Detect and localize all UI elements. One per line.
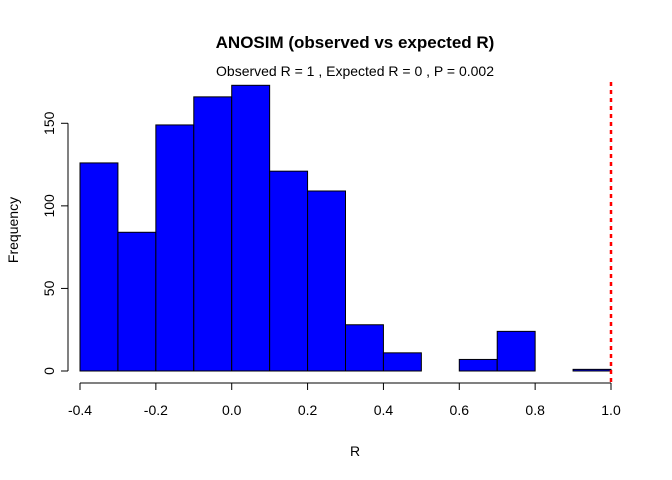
x-tick-label: 0.4 bbox=[374, 402, 394, 418]
histogram-bar bbox=[496, 330, 536, 372]
chart-subtitle: Observed R = 1 , Expected R = 0 , P = 0.… bbox=[216, 63, 494, 79]
x-tick-label: 0.6 bbox=[450, 402, 470, 418]
histogram-bar bbox=[117, 231, 157, 372]
histogram-bar bbox=[572, 368, 612, 372]
x-tick-label: -0.4 bbox=[68, 402, 92, 418]
y-tick-label: 0 bbox=[41, 367, 57, 375]
y-axis: 0 50 100 150 bbox=[41, 111, 69, 375]
x-axis: -0.4 -0.2 0.0 0.2 0.4 0.6 0.8 1.0 bbox=[68, 382, 621, 418]
histogram-bar bbox=[307, 190, 347, 372]
x-tick-label: 1.0 bbox=[601, 402, 621, 418]
x-tick-label: -0.2 bbox=[144, 402, 168, 418]
histogram-bar bbox=[269, 170, 309, 372]
histogram-bars bbox=[79, 84, 612, 372]
y-tick-label: 150 bbox=[41, 111, 57, 135]
histogram-bar bbox=[458, 358, 498, 372]
histogram-bar bbox=[345, 324, 384, 372]
x-tick-label: 0.2 bbox=[298, 402, 318, 418]
x-tick-label: 0.0 bbox=[222, 402, 242, 418]
histogram-bar bbox=[155, 124, 195, 372]
histogram-bar bbox=[193, 96, 233, 372]
y-tick-label: 50 bbox=[41, 280, 57, 296]
chart-title: ANOSIM (observed vs expected R) bbox=[216, 33, 495, 52]
x-tick-label: 0.8 bbox=[525, 402, 545, 418]
x-axis-label: R bbox=[350, 443, 360, 459]
histogram-bar bbox=[231, 84, 271, 372]
y-tick-label: 100 bbox=[41, 194, 57, 218]
y-axis-label: Frequency bbox=[5, 197, 21, 263]
histogram-bar bbox=[79, 162, 119, 372]
histogram-bar bbox=[382, 352, 422, 372]
